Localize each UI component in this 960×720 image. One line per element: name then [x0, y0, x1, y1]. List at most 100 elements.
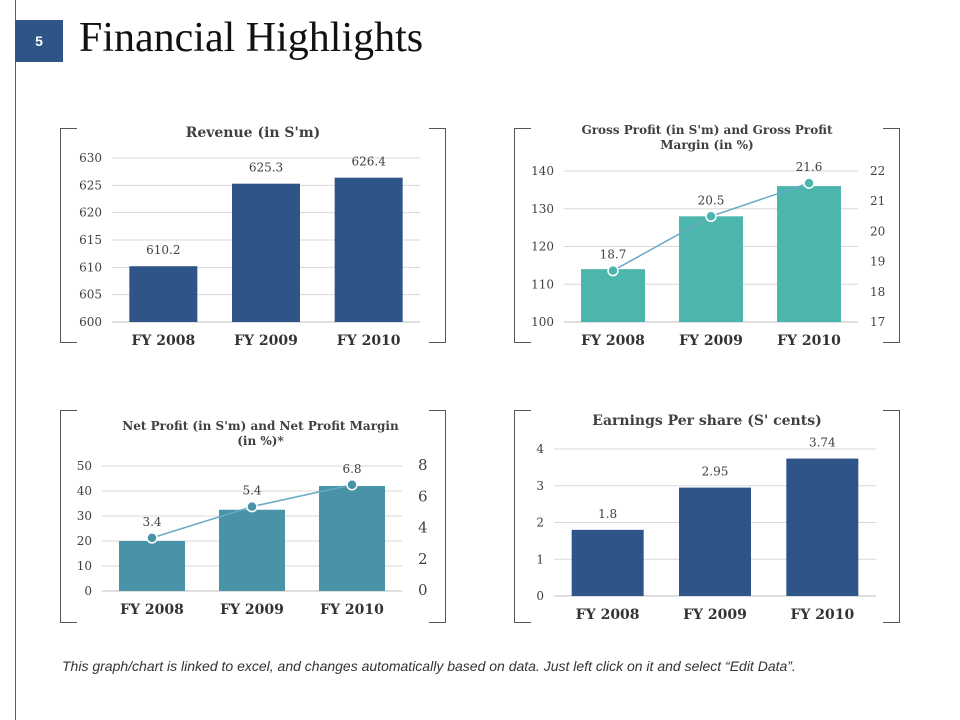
category-label: FY 2010 — [337, 333, 401, 349]
y-tick-label: 40 — [77, 484, 92, 498]
chart-title: Gross Profit (in S'm) and Gross Profit M… — [581, 123, 833, 152]
margin-label: 18.7 — [600, 248, 627, 262]
panel-bracket-right — [883, 128, 900, 343]
gross-profit-chart: 100 110 120 130 140 17 18 19 20 21 22 18.7 20.5 21.6 F… — [531, 160, 885, 349]
y-tick-label: 2 — [536, 516, 544, 530]
data-label: 3.74 — [809, 436, 836, 450]
y2-tick-label: 22 — [870, 164, 885, 178]
panel-bracket-right — [429, 128, 446, 343]
y2-tick-label: 4 — [418, 519, 428, 537]
y2-tick-label: 21 — [870, 194, 885, 208]
chart-title: Net Profit (in S'm) and Net Profit Margi… — [122, 419, 399, 448]
y2-tick-label: 19 — [870, 255, 885, 269]
panel-bracket-left — [514, 128, 531, 343]
category-label: FY 2010 — [777, 333, 841, 349]
revenue-chart: 600 605 610 615 620 625 630 610.2 625.3 626.4 FY 2… — [79, 151, 420, 349]
bar — [679, 487, 751, 596]
margin-label: 21.6 — [796, 160, 823, 174]
margin-point — [607, 264, 619, 277]
margin-point — [246, 500, 258, 513]
net-profit-chart: 0 10 20 30 40 50 0 2 4 6 8 3.4 5.4 6.8 FY 2008 FY 2009 F… — [77, 456, 428, 618]
data-label: 626.4 — [351, 155, 386, 169]
y-tick-label: 4 — [536, 442, 544, 456]
y-tick-label: 50 — [77, 459, 92, 473]
category-label: FY 2008 — [576, 607, 640, 623]
y-tick-label: 610 — [79, 260, 102, 274]
category-label: FY 2010 — [320, 602, 384, 618]
bar — [319, 486, 385, 591]
category-label: FY 2009 — [679, 333, 743, 349]
y-tick-label: 110 — [531, 277, 554, 291]
left-rule — [15, 0, 16, 720]
chart-title: Earnings Per share (S' cents) — [592, 413, 822, 429]
y2-tick-label: 2 — [418, 550, 428, 568]
y2-tick-label: 6 — [418, 487, 428, 505]
category-label: FY 2008 — [581, 333, 645, 349]
margin-point — [705, 210, 717, 223]
panel-bracket-left — [60, 128, 77, 343]
margin-label: 6.8 — [342, 462, 361, 476]
margin-point — [346, 479, 358, 491]
y-tick-label: 615 — [79, 233, 102, 247]
category-label: FY 2009 — [683, 607, 747, 623]
eps-chart: 0 1 2 3 4 1.8 2.95 3.74 FY 2008 FY 2009 FY 2010 — [536, 436, 876, 623]
bar — [219, 509, 285, 591]
page-number-badge: 5 — [15, 20, 63, 62]
y2-tick-label: 17 — [870, 315, 885, 329]
bar — [777, 186, 841, 322]
net-profit-chart-panel: Net Profit (in S'm) and Net Profit Margi… — [60, 410, 446, 623]
margin-label: 3.4 — [142, 515, 161, 529]
bar — [679, 216, 743, 322]
y-tick-label: 1 — [536, 552, 544, 566]
revenue-chart-panel: Revenue (in S'm) 600 605 610 615 620 625 630 61… — [60, 125, 446, 349]
y-tick-label: 625 — [79, 178, 102, 192]
bar — [129, 266, 198, 322]
bar — [119, 541, 185, 591]
y2-tick-label: 0 — [418, 581, 428, 599]
y-tick-label: 20 — [77, 534, 92, 548]
y-tick-label: 605 — [79, 288, 102, 302]
panel-bracket-left — [60, 410, 77, 623]
category-label: FY 2008 — [120, 602, 184, 618]
y-tick-label: 140 — [531, 164, 554, 178]
y2-tick-label: 8 — [418, 456, 428, 474]
y-tick-label: 600 — [79, 315, 102, 329]
y-tick-label: 620 — [79, 206, 102, 220]
data-label: 1.8 — [598, 507, 617, 521]
data-label: 2.95 — [702, 465, 729, 479]
y-tick-label: 630 — [79, 151, 102, 165]
y-tick-label: 130 — [531, 202, 554, 216]
y2-tick-label: 20 — [870, 224, 885, 238]
eps-chart-panel: Earnings Per share (S' cents) 0 1 2 3 4 1.8 2.… — [514, 410, 900, 623]
margin-label: 5.4 — [242, 484, 261, 498]
y-tick-label: 30 — [77, 509, 92, 523]
chart-title: Revenue (in S'm) — [185, 125, 321, 141]
category-label: FY 2009 — [220, 602, 284, 618]
margin-label: 20.5 — [698, 193, 725, 207]
bar — [581, 269, 645, 322]
margin-point — [146, 532, 158, 544]
panel-bracket-left — [514, 410, 531, 623]
y-tick-label: 3 — [536, 479, 544, 493]
category-label: FY 2010 — [790, 607, 854, 623]
y2-tick-label: 18 — [870, 285, 885, 299]
data-label: 625.3 — [249, 161, 283, 175]
footnote: This graph/chart is linked to excel, and… — [62, 658, 796, 674]
y-tick-label: 100 — [531, 315, 554, 329]
category-label: FY 2008 — [131, 333, 195, 349]
data-label: 610.2 — [146, 243, 180, 257]
bar — [786, 458, 859, 596]
bar — [334, 177, 403, 322]
y-tick-label: 120 — [531, 240, 554, 254]
panel-bracket-right — [883, 410, 900, 623]
bar — [571, 529, 644, 596]
category-label: FY 2009 — [234, 333, 298, 349]
page-title: Financial Highlights — [79, 15, 424, 61]
gross-profit-chart-panel: Gross Profit (in S'm) and Gross Profit M… — [514, 123, 900, 349]
y-tick-label: 0 — [536, 589, 544, 603]
panel-bracket-right — [429, 410, 446, 623]
margin-point — [803, 177, 815, 189]
bar — [232, 183, 300, 322]
y-tick-label: 10 — [77, 559, 92, 573]
y-tick-label: 0 — [84, 584, 92, 598]
